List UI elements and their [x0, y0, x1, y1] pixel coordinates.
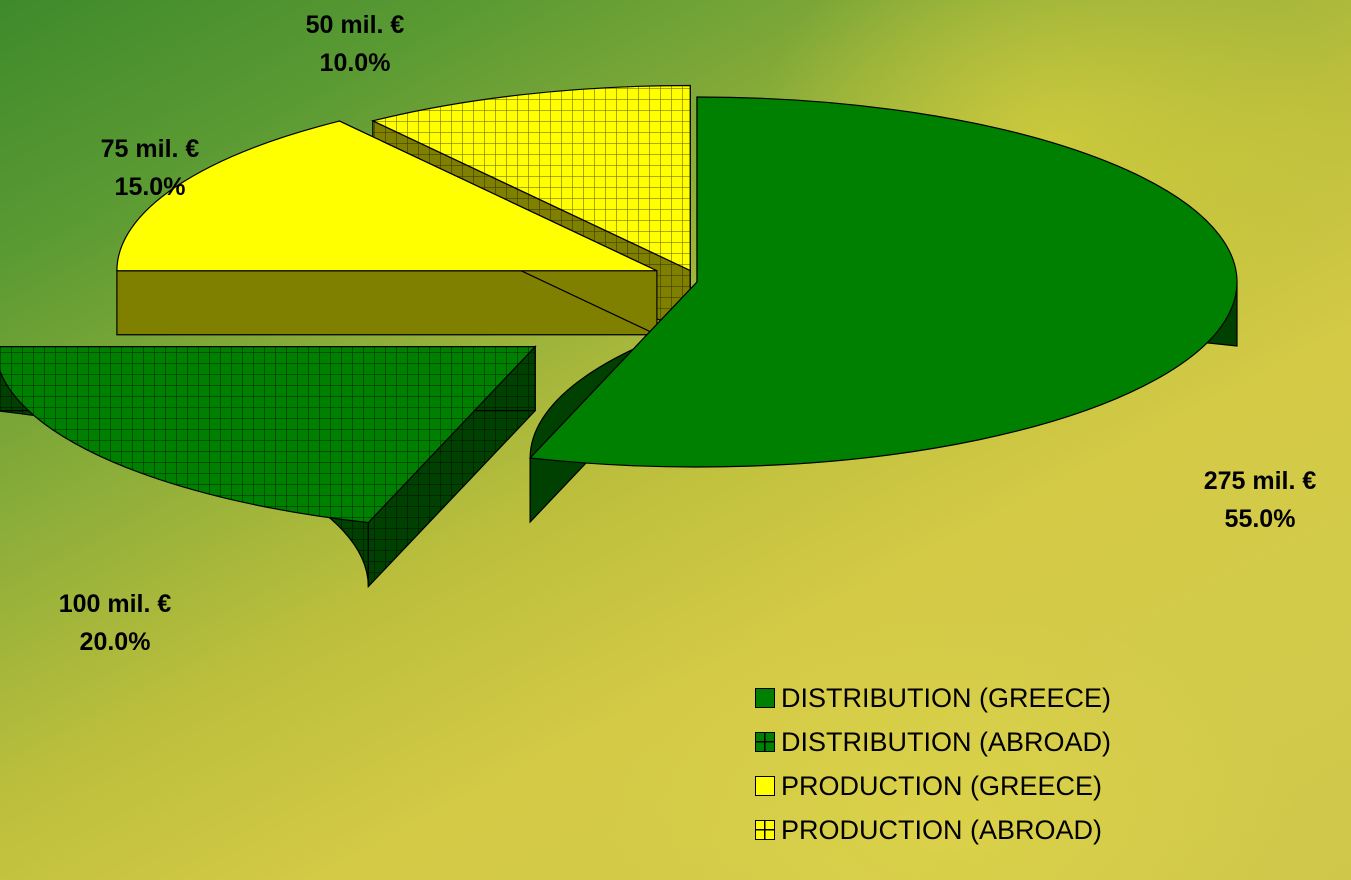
- pie-slice-top-1: [528, 96, 1238, 468]
- pie-slice-top-4: [371, 84, 691, 272]
- pie-slice-top-3: [116, 120, 658, 272]
- legend-label: PRODUCTION (GREECE): [781, 770, 1103, 801]
- data-label-amount: 75 mil. €: [100, 135, 200, 163]
- data-label-percent: 20.0%: [79, 628, 151, 656]
- pie-slice-3: [116, 120, 658, 336]
- pie-slice-top-2: [0, 346, 537, 524]
- legend-item: DISTRIBUTION (ABROAD): [755, 720, 1111, 764]
- data-label-amount: 50 mil. €: [305, 11, 405, 39]
- data-label-4: 50 mil. € 10.0%: [275, 6, 435, 82]
- data-label-1: 275 mil. € 55.0%: [1180, 462, 1340, 538]
- legend-label: DISTRIBUTION (GREECE): [781, 682, 1112, 713]
- legend-label: DISTRIBUTION (ABROAD): [781, 726, 1112, 757]
- data-label-amount: 275 mil. €: [1203, 467, 1317, 495]
- chart-legend: DISTRIBUTION (GREECE) DISTRIBUTION (ABROA…: [755, 676, 1111, 852]
- legend-swatch: [755, 732, 775, 752]
- data-label-amount: 100 mil. €: [58, 590, 172, 618]
- legend-item: DISTRIBUTION (GREECE): [755, 676, 1111, 720]
- legend-swatch: [755, 776, 775, 796]
- legend-item: PRODUCTION (ABROAD): [755, 808, 1111, 852]
- legend-label: PRODUCTION (ABROAD): [781, 814, 1103, 845]
- data-label-percent: 10.0%: [319, 49, 391, 77]
- legend-item: PRODUCTION (GREECE): [755, 764, 1111, 808]
- data-label-percent: 15.0%: [114, 173, 186, 201]
- data-label-2: 100 mil. € 20.0%: [30, 585, 200, 661]
- data-label-3: 75 mil. € 15.0%: [70, 130, 230, 206]
- pie-slice-2: [0, 345, 537, 589]
- legend-swatch: [755, 688, 775, 708]
- data-label-percent: 55.0%: [1224, 505, 1296, 533]
- legend-swatch: [755, 820, 775, 840]
- pie-slice-1: [528, 96, 1238, 524]
